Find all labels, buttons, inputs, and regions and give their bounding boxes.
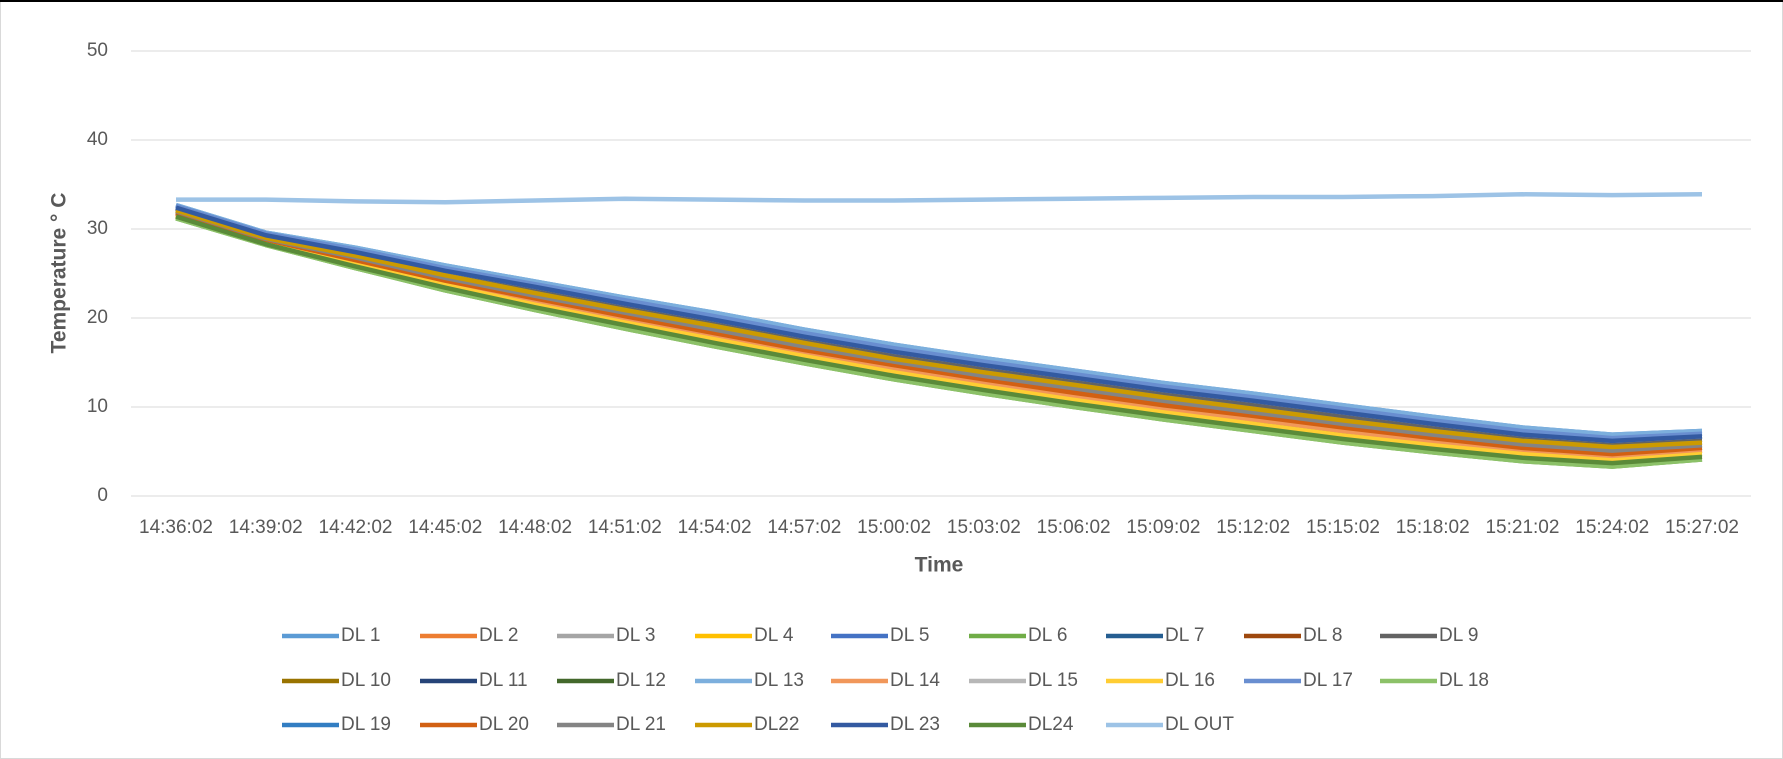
x-tick-label: 15:24:02 [1575,517,1649,538]
x-tick-label: 14:45:02 [408,517,482,538]
legend-label: DL 4 [754,625,794,646]
series-line [175,205,1703,444]
x-tick-label: 15:15:02 [1306,517,1380,538]
y-tick-label: 20 [87,307,108,328]
legend-label: DL 20 [479,714,529,735]
y-tick-label: 30 [87,218,108,239]
series-line [175,213,1703,463]
legend-label: DL 13 [754,670,804,691]
y-tick-label: 50 [87,40,108,61]
x-tick-label: 15:06:02 [1037,517,1111,538]
x-tick-label: 15:21:02 [1485,517,1559,538]
x-tick-label: 15:00:02 [857,517,931,538]
x-tick-label: 15:12:02 [1216,517,1290,538]
x-tick-label: 15:27:02 [1665,517,1739,538]
x-tick-label: 14:39:02 [229,517,303,538]
legend-label: DL 17 [1303,670,1353,691]
legend-label: DL 14 [890,670,940,691]
legend-label: DL 23 [890,714,940,735]
series-line [175,216,1703,469]
x-tick-label: 14:42:02 [319,517,393,538]
legend-label: DL 11 [479,670,528,691]
legend-label: DL 18 [1439,670,1489,691]
x-tick-label: 14:54:02 [678,517,752,538]
series-line [175,209,1703,453]
series-line [175,214,1703,466]
legend-label: DL 16 [1165,670,1215,691]
x-tick-label: 14:48:02 [498,517,572,538]
legend-label: DL 5 [890,625,929,646]
legend-label: DL 8 [1303,625,1342,646]
x-tick-label: 15:09:02 [1126,517,1200,538]
series-line [176,192,1703,205]
x-tick-label: 15:18:02 [1396,517,1470,538]
legend-label: DL 2 [479,625,518,646]
legend-label: DL 7 [1165,625,1204,646]
x-axis-title: Time [915,554,964,577]
legend-label: DL 21 [616,714,666,735]
y-tick-label: 0 [97,485,108,506]
x-tick-label: 14:57:02 [767,517,841,538]
legend-label: DL 10 [341,670,391,691]
legend-label: DL22 [754,714,799,735]
x-tick-label: 15:03:02 [947,517,1021,538]
legend-label: DL 19 [341,714,391,735]
legend-label: DL24 [1028,714,1074,735]
series-line [175,203,1703,441]
y-tick-label: 40 [87,129,108,150]
series-line [175,208,1703,450]
x-tick-label: 14:51:02 [588,517,662,538]
series-line [175,202,1703,437]
y-axis-title: Temperature ° C [48,193,71,354]
x-tick-label: 14:36:02 [139,517,213,538]
legend-label: DL 9 [1439,625,1478,646]
legend-label: DL 12 [616,670,666,691]
y-tick-label: 10 [87,396,108,417]
series-line [175,210,1703,457]
legend-label: DL OUT [1165,714,1234,735]
legend-label: DL 15 [1028,670,1078,691]
legend-label: DL 3 [616,625,655,646]
legend-label: DL 6 [1028,625,1067,646]
legend-label: DL 1 [341,625,380,646]
